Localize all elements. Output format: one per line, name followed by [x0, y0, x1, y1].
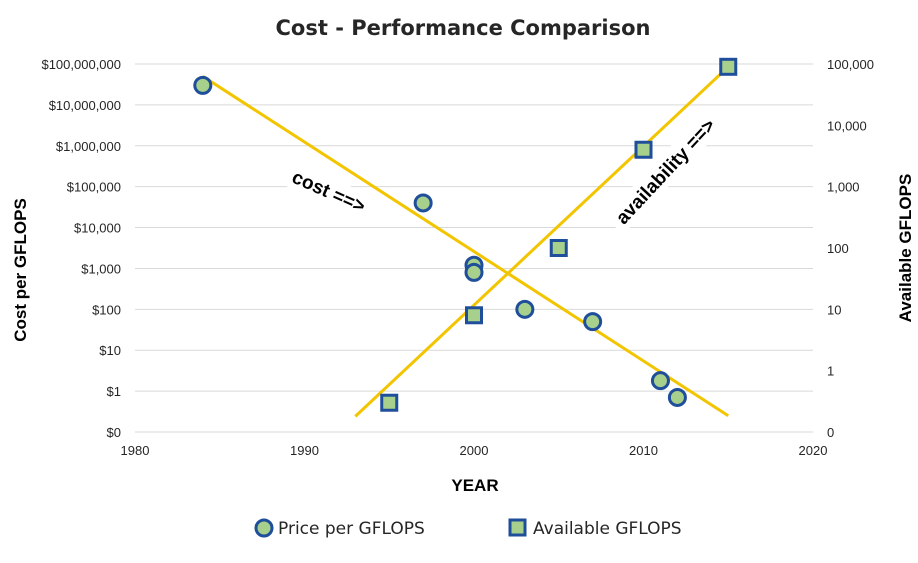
trendlines — [201, 65, 730, 418]
x-tick-label: 2020 — [799, 443, 828, 458]
y-tick-label: $100 — [92, 302, 121, 317]
y2-tick-label: 100 — [827, 241, 849, 256]
price-point — [650, 371, 670, 391]
availability-point — [634, 140, 653, 159]
legend-square-marker — [508, 518, 527, 537]
legend: Price per GFLOPS Available GFLOPS — [254, 518, 682, 539]
availability-annotation-text: availability ==> — [612, 115, 720, 229]
y-tick-label: $0 — [107, 425, 121, 440]
y-tick-label: $100,000,000 — [41, 57, 121, 72]
legend-item-available: Available GFLOPS — [508, 518, 682, 539]
y2-tick-label: 0 — [827, 425, 834, 440]
y-tick-label: $1,000 — [81, 261, 121, 276]
legend-item-price: Price per GFLOPS — [254, 518, 425, 539]
axes: $0 $1 $10 $100 $1,000 $10,000 $100,000 $1,000,0… — [41, 57, 874, 458]
availability-point — [549, 239, 568, 257]
y-tick-label: $100,000 — [67, 180, 121, 195]
legend-circle-marker — [254, 518, 274, 538]
x-tick-label: 1980 — [121, 443, 150, 458]
price-trendline — [201, 75, 730, 417]
cost-annotation: cost ==> — [281, 160, 377, 222]
availability-point — [380, 393, 399, 412]
y2-tick-label: 100,000 — [827, 57, 874, 72]
price-point — [667, 387, 687, 407]
x-tick-label: 2010 — [629, 443, 658, 458]
y2-tick-label: 1,000 — [827, 180, 860, 195]
x-tick-label: 2000 — [460, 443, 489, 458]
data-points — [193, 57, 738, 412]
y-tick-label: $10,000,000 — [49, 98, 121, 113]
price-point — [193, 75, 213, 95]
y-axis-title: Cost per GFLOPS — [11, 198, 30, 342]
y2-tick-label: 10,000 — [827, 118, 867, 133]
availability-point — [465, 306, 483, 325]
availability-point — [719, 57, 738, 76]
price-point — [413, 193, 433, 213]
y-tick-label: $10,000 — [74, 221, 121, 236]
x-axis-title: YEAR — [451, 476, 498, 495]
y2-tick-label: 1 — [827, 364, 834, 379]
y2-tick-label: 10 — [827, 302, 841, 317]
legend-label-available: Available GFLOPS — [533, 519, 682, 539]
y-tick-label: $1 — [107, 384, 121, 399]
chart-title: Cost - Performance Comparison — [276, 16, 651, 40]
y2-axis-title: Available GFLOPS — [896, 174, 915, 323]
y-tick-label: $10 — [99, 343, 121, 358]
availability-trendline — [354, 65, 730, 418]
price-point — [583, 312, 603, 332]
x-tick-label: 1990 — [290, 443, 319, 458]
price-point — [515, 299, 535, 319]
price-point — [464, 262, 484, 282]
y-tick-label: $1,000,000 — [56, 139, 121, 154]
legend-label-price: Price per GFLOPS — [278, 519, 425, 539]
